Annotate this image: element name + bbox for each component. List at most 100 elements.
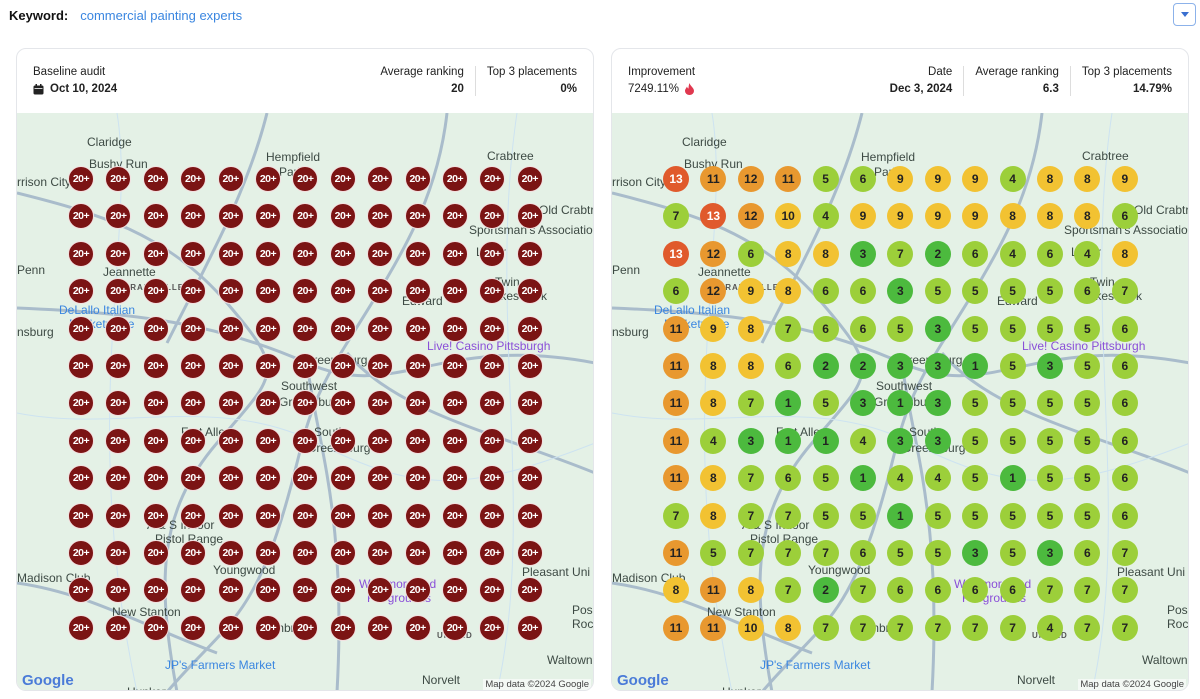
rank-pin[interactable]: 9	[737, 278, 764, 305]
rank-pin[interactable]: 5	[1074, 315, 1101, 342]
rank-pin[interactable]: 6	[812, 315, 839, 342]
rank-pin[interactable]: 20+	[255, 427, 281, 454]
rank-pin[interactable]: 20+	[329, 203, 356, 230]
rank-pin[interactable]: 20+	[68, 353, 94, 379]
rank-pin[interactable]: 20+	[180, 315, 207, 342]
rank-pin[interactable]: 4	[812, 203, 839, 230]
rank-pin[interactable]: 20+	[180, 577, 207, 604]
rank-pin[interactable]: 20+	[105, 577, 132, 604]
rank-pin[interactable]: 20+	[329, 614, 356, 641]
rank-pin[interactable]: 20+	[292, 540, 319, 566]
rank-pin[interactable]: 20+	[217, 577, 244, 604]
rank-pin[interactable]: 20+	[516, 540, 543, 566]
rank-pin[interactable]: 20+	[68, 240, 94, 267]
rank-pin[interactable]: 8	[999, 203, 1026, 230]
rank-pin[interactable]: 20+	[479, 614, 506, 641]
rank-pin[interactable]: 8	[700, 502, 727, 529]
rank-pin[interactable]: 9	[962, 166, 989, 192]
rank-pin[interactable]: 20+	[68, 614, 94, 641]
rank-pin[interactable]: 12	[737, 203, 764, 230]
rank-pin[interactable]: 20+	[404, 203, 431, 230]
rank-pin[interactable]: 7	[737, 502, 764, 529]
rank-pin[interactable]: 20+	[142, 390, 169, 417]
rank-pin[interactable]: 20+	[479, 203, 506, 230]
rank-pin[interactable]: 20+	[142, 502, 169, 529]
rank-pin[interactable]: 20+	[105, 427, 132, 454]
rank-pin[interactable]: 2	[924, 240, 951, 267]
rank-pin[interactable]: 20+	[329, 353, 356, 379]
rank-pin[interactable]: 7	[1111, 577, 1138, 604]
rank-pin[interactable]: 20+	[142, 540, 169, 566]
rank-pin[interactable]: 20+	[329, 577, 356, 604]
rank-pin[interactable]: 20+	[105, 353, 132, 379]
rank-pin[interactable]: 5	[1074, 465, 1101, 492]
rank-pin[interactable]: 20+	[329, 278, 356, 305]
rank-pin[interactable]: 6	[737, 240, 764, 267]
rank-pin[interactable]: 9	[850, 203, 876, 230]
rank-pin[interactable]: 20+	[367, 614, 394, 641]
rank-pin[interactable]: 20+	[479, 390, 506, 417]
rank-pin[interactable]: 1	[775, 390, 802, 417]
rank-pin[interactable]: 7	[850, 577, 876, 604]
current-map[interactable]: Claridge Hempfield Park Crabtree Bushy Run rr…	[612, 113, 1188, 690]
rank-pin[interactable]: 20+	[442, 240, 468, 267]
rank-pin[interactable]: 9	[700, 315, 727, 342]
rank-pin[interactable]: 20+	[217, 203, 244, 230]
rank-pin[interactable]: 20+	[367, 166, 394, 192]
rank-pin[interactable]: 4	[1037, 614, 1063, 641]
rank-pin[interactable]: 6	[962, 577, 989, 604]
rank-pin[interactable]: 20+	[105, 166, 132, 192]
rank-pin[interactable]: 20+	[217, 278, 244, 305]
rank-pin[interactable]: 8	[700, 465, 727, 492]
rank-pin[interactable]: 20+	[442, 278, 468, 305]
rank-pin[interactable]: 20+	[292, 278, 319, 305]
rank-pin[interactable]: 10	[737, 614, 764, 641]
rank-pin[interactable]: 20+	[479, 166, 506, 192]
rank-pin[interactable]: 11	[775, 166, 802, 192]
rank-pin[interactable]: 6	[999, 577, 1026, 604]
rank-pin[interactable]: 1	[962, 353, 989, 379]
rank-pin[interactable]: 20+	[105, 502, 132, 529]
rank-pin[interactable]: 12	[700, 240, 727, 267]
rank-pin[interactable]: 7	[1074, 614, 1101, 641]
rank-pin[interactable]: 4	[924, 465, 951, 492]
rank-pin[interactable]: 20+	[329, 390, 356, 417]
rank-pin[interactable]: 5	[924, 540, 951, 566]
rank-pin[interactable]: 5	[1037, 278, 1063, 305]
rank-pin[interactable]: 20+	[479, 315, 506, 342]
rank-pin[interactable]: 20+	[367, 353, 394, 379]
rank-pin[interactable]: 20+	[180, 203, 207, 230]
rank-pin[interactable]: 4	[999, 166, 1026, 192]
rank-pin[interactable]: 20+	[142, 577, 169, 604]
rank-pin[interactable]: 20+	[442, 502, 468, 529]
rank-pin[interactable]: 20+	[516, 427, 543, 454]
rank-pin[interactable]: 20+	[442, 166, 468, 192]
rank-pin[interactable]: 20+	[142, 203, 169, 230]
rank-pin[interactable]: 20+	[404, 427, 431, 454]
rank-pin[interactable]: 20+	[180, 278, 207, 305]
rank-pin[interactable]: 3	[924, 390, 951, 417]
rank-pin[interactable]: 7	[812, 614, 839, 641]
rank-pin[interactable]: 20+	[255, 390, 281, 417]
rank-pin[interactable]: 11	[663, 614, 689, 641]
rank-pin[interactable]: 20+	[404, 465, 431, 492]
rank-pin[interactable]: 11	[700, 577, 727, 604]
rank-pin[interactable]: 9	[924, 166, 951, 192]
rank-pin[interactable]: 20+	[442, 540, 468, 566]
rank-pin[interactable]: 3	[924, 315, 951, 342]
rank-pin[interactable]: 8	[737, 577, 764, 604]
rank-pin[interactable]: 3	[962, 540, 989, 566]
rank-pin[interactable]: 20+	[292, 427, 319, 454]
rank-pin[interactable]: 3	[924, 353, 951, 379]
rank-pin[interactable]: 5	[887, 315, 914, 342]
rank-pin[interactable]: 20+	[142, 353, 169, 379]
rank-pin[interactable]: 20+	[329, 427, 356, 454]
rank-pin[interactable]: 20+	[105, 465, 132, 492]
rank-pin[interactable]: 20+	[217, 465, 244, 492]
rank-pin[interactable]: 11	[700, 166, 727, 192]
rank-pin[interactable]: 20+	[329, 240, 356, 267]
rank-pin[interactable]: 20+	[367, 540, 394, 566]
rank-pin[interactable]: 20+	[404, 315, 431, 342]
rank-pin[interactable]: 20+	[367, 203, 394, 230]
rank-pin[interactable]: 20+	[105, 614, 132, 641]
